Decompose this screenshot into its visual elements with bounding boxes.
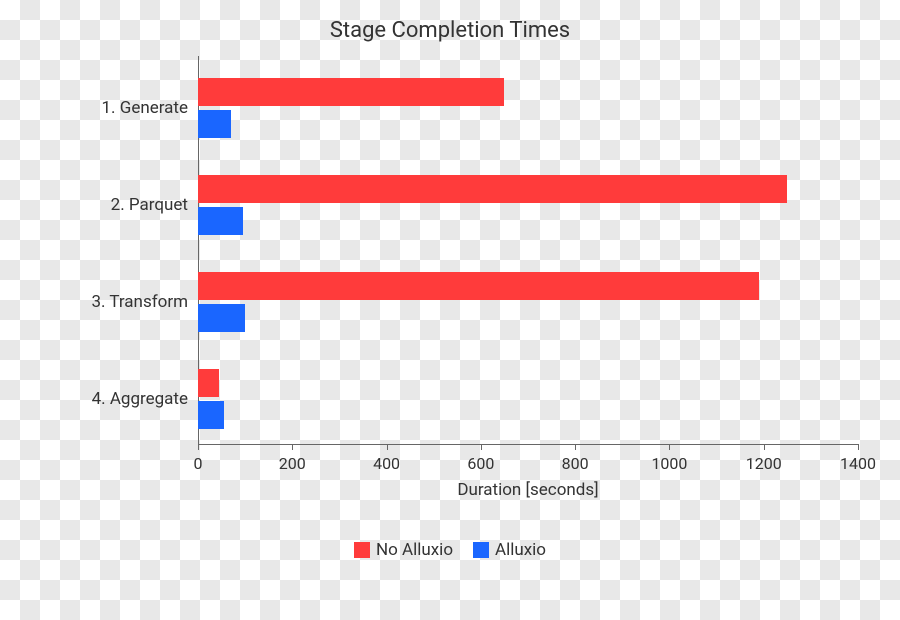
x-tick — [481, 444, 482, 450]
x-tick — [575, 444, 576, 450]
x-tick — [764, 444, 765, 450]
legend: No Alluxio Alluxio — [0, 540, 900, 562]
x-tick-label: 800 — [562, 454, 589, 473]
stage-completion-chart: Stage Completion Times 02004006008001000… — [0, 0, 900, 560]
bar — [198, 78, 504, 106]
bar — [198, 304, 245, 332]
bar — [198, 175, 787, 203]
x-tick-label: 200 — [279, 454, 306, 473]
bar — [198, 401, 224, 429]
x-axis-title: Duration [seconds] — [198, 480, 858, 500]
x-tick-label: 1000 — [651, 454, 687, 473]
category-label: 3. Transform — [91, 292, 198, 312]
legend-label: Alluxio — [495, 540, 546, 560]
x-tick — [198, 444, 199, 450]
plot-area: 02004006008001000120014001. Generate2. P… — [198, 56, 858, 444]
category-label: 2. Parquet — [111, 195, 198, 215]
category-label: 4. Aggregate — [92, 389, 198, 409]
x-tick-label: 600 — [467, 454, 494, 473]
legend-item: No Alluxio — [354, 540, 453, 560]
category-label: 1. Generate — [101, 98, 198, 118]
bar — [198, 110, 231, 138]
bar — [198, 369, 219, 397]
x-tick — [387, 444, 388, 450]
x-tick-label: 400 — [373, 454, 400, 473]
x-axis — [198, 444, 858, 445]
chart-title: Stage Completion Times — [0, 18, 900, 43]
x-tick — [669, 444, 670, 450]
legend-swatch — [473, 542, 489, 558]
x-tick — [858, 444, 859, 450]
x-tick — [292, 444, 293, 450]
x-tick-label: 0 — [194, 454, 203, 473]
bar — [198, 207, 243, 235]
x-tick-label: 1400 — [840, 454, 876, 473]
x-tick-label: 1200 — [746, 454, 782, 473]
bar — [198, 272, 759, 300]
legend-label: No Alluxio — [376, 540, 453, 560]
legend-swatch — [354, 542, 370, 558]
legend-item: Alluxio — [473, 540, 546, 560]
